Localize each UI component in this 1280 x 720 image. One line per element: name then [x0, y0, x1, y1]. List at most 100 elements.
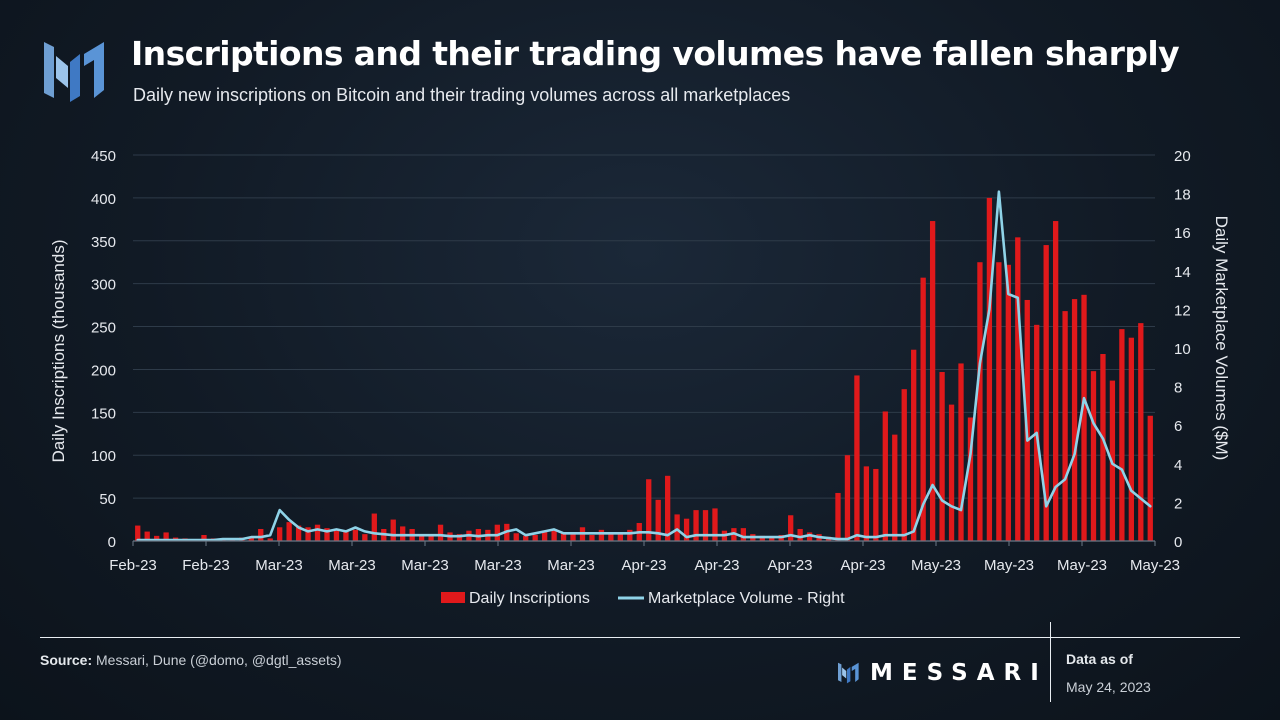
y2-tick-label: 12 — [1174, 302, 1191, 319]
bar — [135, 525, 141, 541]
x-tick-label: May-23 — [1057, 557, 1107, 574]
y2-tick-label: 6 — [1174, 418, 1182, 435]
bar — [248, 536, 254, 541]
y2-axis-title: Daily Marketplace Volumes ($M) — [1212, 216, 1231, 461]
x-tick-label: Mar-23 — [328, 557, 376, 574]
y-tick-label: 450 — [91, 148, 116, 165]
bar — [892, 434, 898, 541]
bar — [901, 389, 907, 541]
y2-tick-label: 20 — [1174, 148, 1191, 165]
bar — [1052, 221, 1059, 541]
bar — [286, 522, 292, 541]
bar — [144, 531, 150, 541]
footer-vertical-divider — [1050, 622, 1051, 702]
bar — [267, 538, 273, 541]
bar — [646, 479, 652, 541]
chart-area: 0 50 100 150 200 250 300 350 400 450 0 2 4 6 8 10 12 14 16… — [49, 148, 1231, 607]
bar — [305, 527, 311, 541]
footer-divider — [40, 637, 1240, 638]
bar — [797, 528, 803, 541]
bar — [1100, 354, 1106, 541]
bar — [977, 262, 983, 541]
bar — [806, 532, 813, 541]
bar — [418, 534, 425, 541]
x-tick-label: Apr-23 — [621, 557, 666, 574]
chart-subtitle: Daily new inscriptions on Bitcoin and th… — [133, 85, 791, 105]
chart-title: Inscriptions and their trading volumes h… — [131, 34, 1180, 73]
y2-tick-label: 16 — [1174, 225, 1191, 242]
bar — [1090, 371, 1097, 541]
bar — [428, 535, 434, 541]
y2-tick-label: 0 — [1174, 534, 1182, 551]
bar — [1043, 245, 1049, 542]
x-tick-label: Mar-23 — [401, 557, 449, 574]
bar — [617, 533, 623, 541]
bar — [929, 221, 936, 541]
bar — [712, 508, 718, 541]
bar — [362, 534, 368, 541]
bar — [532, 534, 538, 541]
brand-logo: MESSARI — [838, 660, 1048, 686]
y2-tick-label: 18 — [1174, 187, 1191, 204]
y-tick-label: 300 — [91, 277, 116, 294]
bar — [873, 468, 879, 541]
bar — [986, 197, 993, 541]
messari-small-logo-icon — [838, 662, 859, 684]
y-tick-label: 50 — [99, 491, 116, 508]
bar — [1062, 311, 1068, 541]
bar — [589, 534, 595, 541]
x-tick-label: Mar-23 — [474, 557, 522, 574]
bar — [333, 528, 340, 541]
bar — [788, 515, 794, 541]
bar — [456, 534, 463, 541]
x-tick-label: Feb-23 — [182, 557, 230, 574]
bar — [683, 518, 690, 541]
bar — [277, 527, 283, 541]
bar — [598, 529, 605, 541]
y2-tick-label: 10 — [1174, 341, 1191, 358]
x-tick-label: Apr-23 — [767, 557, 812, 574]
bar — [1005, 264, 1011, 541]
axes: 0 50 100 150 200 250 300 350 400 450 0 2 4 6 8 10 12 14 16… — [49, 148, 1231, 574]
bar — [939, 372, 945, 541]
x-tick-label: Mar-23 — [255, 557, 303, 574]
bar — [371, 513, 377, 541]
bar — [513, 533, 519, 541]
y-tick-label: 400 — [91, 191, 116, 208]
y-tick-label: 150 — [91, 405, 116, 422]
bar — [1147, 415, 1153, 541]
bar — [759, 535, 765, 541]
source-note: Source: Messari, Dune (@domo, @dgtl_asse… — [40, 652, 342, 668]
bar — [948, 404, 955, 541]
y2-tick-label: 4 — [1174, 457, 1182, 474]
bar — [627, 529, 633, 541]
bar — [560, 532, 567, 541]
bar — [844, 455, 851, 541]
bar — [958, 363, 964, 541]
bar — [665, 475, 671, 541]
line-series — [136, 190, 1152, 542]
y-tick-label: 100 — [91, 448, 116, 465]
legend: Daily Inscriptions Marketplace Volume - R… — [441, 590, 845, 607]
bar — [882, 411, 888, 541]
bar — [437, 524, 444, 541]
bar — [863, 466, 870, 541]
bar — [390, 519, 396, 541]
bar — [551, 528, 557, 541]
data-as-of-label: Data as of — [1066, 651, 1133, 667]
bar — [1128, 337, 1134, 541]
bar — [1015, 237, 1021, 541]
y2-tick-label: 8 — [1174, 380, 1182, 397]
y-tick-label: 250 — [91, 320, 116, 337]
x-tick-label: May-23 — [1130, 557, 1180, 574]
bar — [1138, 323, 1144, 541]
bar — [258, 528, 264, 541]
bar — [835, 492, 841, 541]
bar — [314, 524, 321, 541]
x-tick-label: Apr-23 — [840, 557, 885, 574]
bar — [1081, 294, 1087, 541]
bar — [324, 528, 330, 541]
x-tick-label: Feb-23 — [109, 557, 157, 574]
bar — [1119, 329, 1125, 541]
legend-bar-swatch — [441, 592, 465, 603]
